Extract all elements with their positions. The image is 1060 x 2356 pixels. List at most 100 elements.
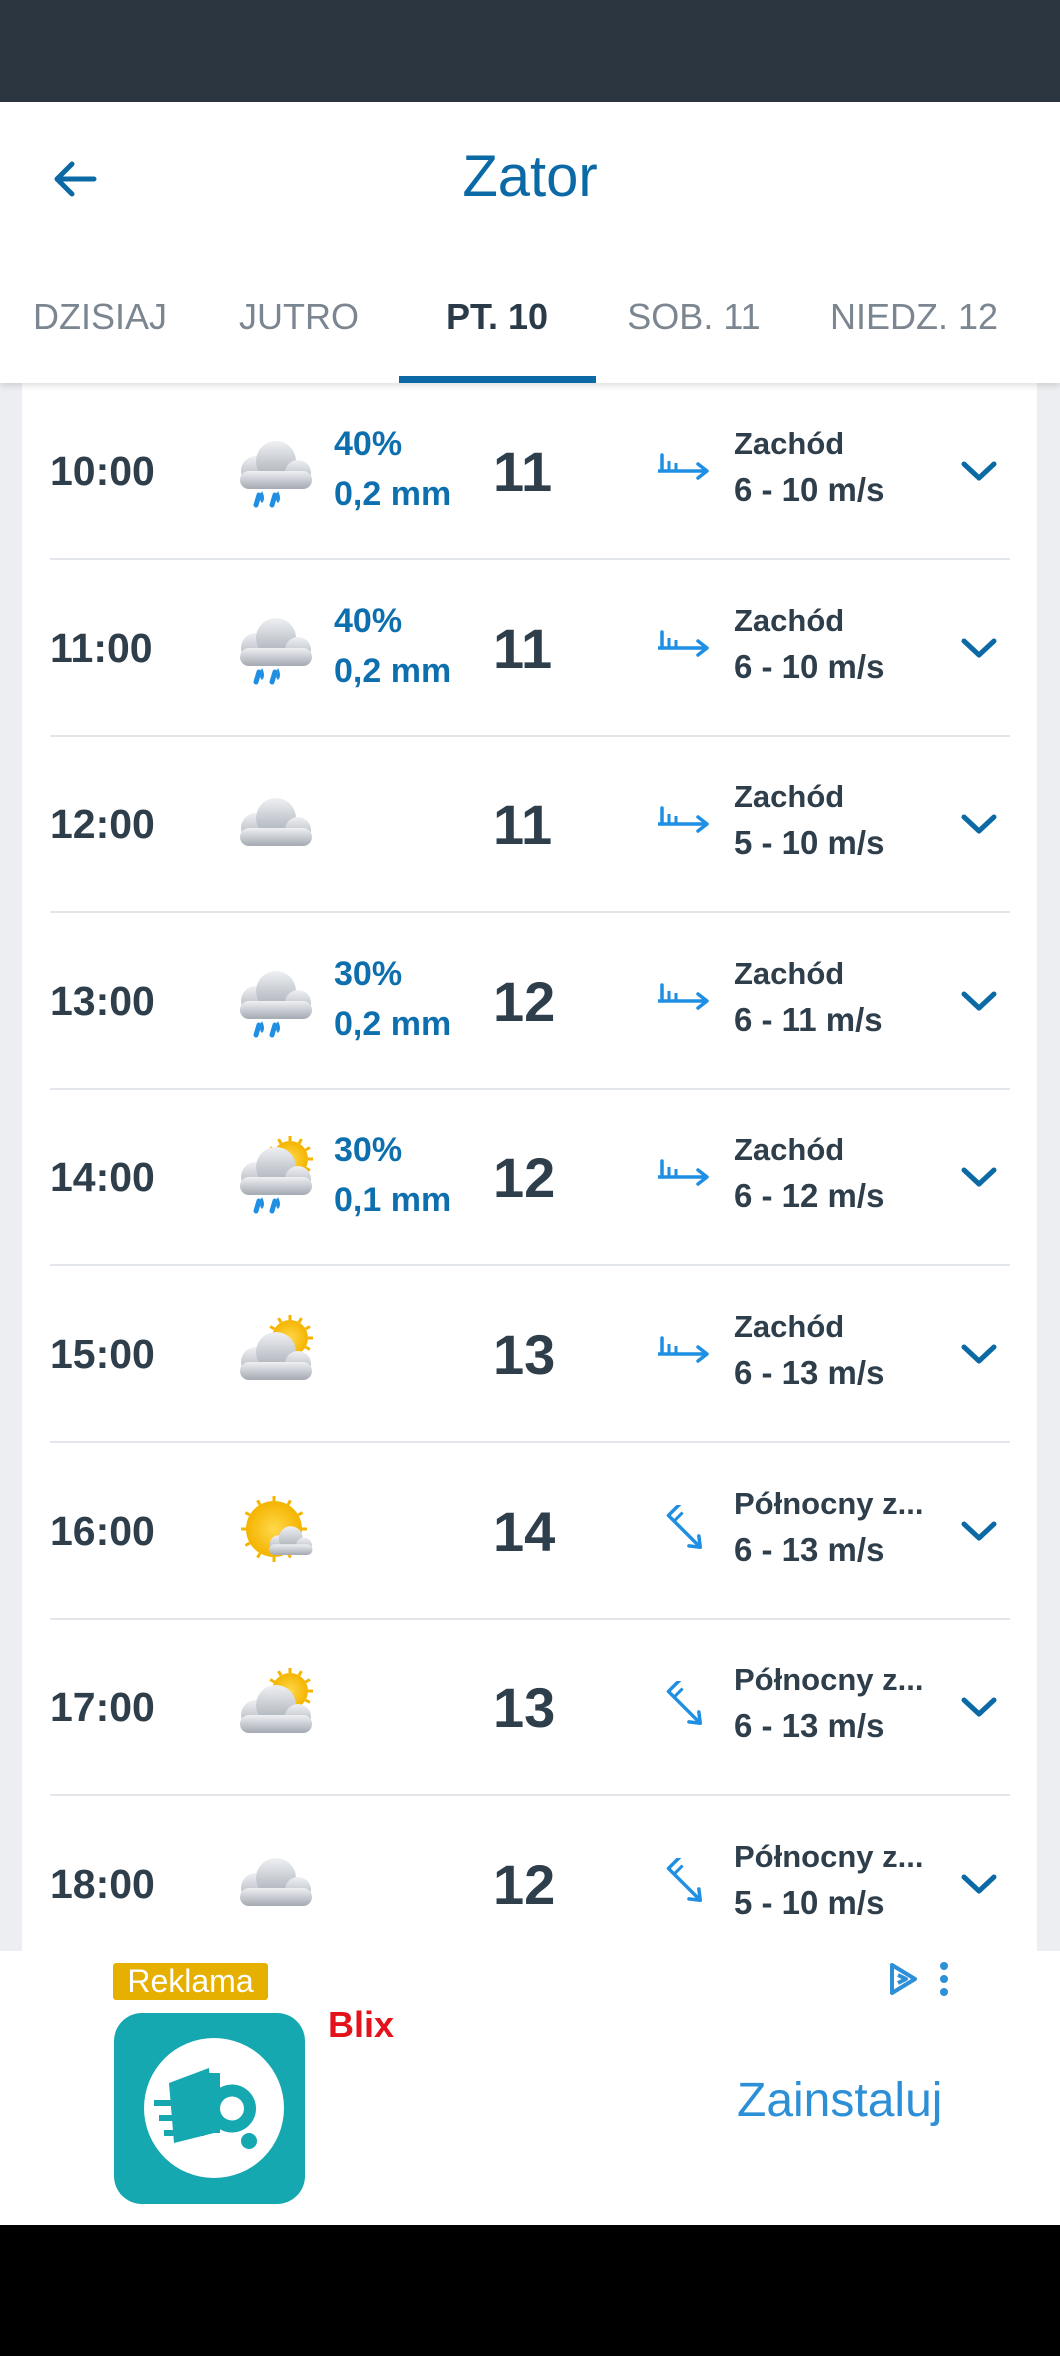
precip-amount: 0,2 mm (334, 475, 452, 513)
hour-row[interactable]: 12:00 11 Zachód 5 - 10 m/s (22, 736, 1037, 914)
precip-chance: 30% (334, 1131, 403, 1170)
tab[interactable]: DZISIAJ (32, 296, 167, 337)
wind-direction: Zachód (734, 426, 845, 461)
weather-icon (240, 441, 312, 508)
expand-chevron[interactable] (959, 1516, 999, 1546)
temperature: 11 (493, 440, 553, 503)
wind-speed: 6 - 13 m/s (734, 1707, 885, 1745)
wind-direction: Północny z... (734, 1838, 924, 1874)
hourly-list: 10:00 40% 0,2 mm 11 Zachód 6 - 10 m/s 11:00 40%… (0, 383, 1060, 1951)
wind-direction: Zachód (734, 1132, 845, 1168)
tab[interactable]: NIEDZ. 12 (829, 296, 999, 337)
active-tab-indicator (399, 376, 596, 383)
expand-chevron[interactable] (959, 456, 999, 486)
temperature: 11 (493, 793, 553, 857)
weather-icon (240, 1668, 313, 1734)
temperature: 11 (493, 616, 553, 680)
temperature: 12 (493, 969, 556, 1033)
install-button[interactable]: Zainstaluj (737, 2074, 943, 2127)
wind-speed: 5 - 10 m/s (734, 824, 885, 862)
wind-arrow (658, 1159, 709, 1187)
hour: 15:00 (50, 1331, 155, 1377)
separator (50, 1441, 1010, 1443)
nav-bar (0, 2225, 1060, 2356)
wind-arrow (658, 983, 709, 1010)
wind-speed: 6 - 10 m/s (734, 647, 885, 685)
hour: 10:00 (50, 448, 155, 494)
weather-icon (240, 1315, 313, 1380)
status-bar (0, 0, 1060, 102)
temperature: 12 (493, 1852, 556, 1916)
ad-banner[interactable]: Reklama Blix Zainstaluj (0, 1951, 1060, 2225)
separator (50, 1794, 1010, 1797)
expand-chevron[interactable] (959, 1869, 999, 1899)
list-card: 10:00 40% 0,2 mm 11 Zachód 6 - 10 m/s 11:00 40%… (22, 383, 1037, 1951)
wind-direction: Zachód (734, 1309, 845, 1344)
tab[interactable]: SOB. 11 (627, 296, 761, 337)
wind-arrow (658, 806, 709, 833)
tab[interactable]: JUTRO (239, 296, 359, 337)
hour: 18:00 (50, 1860, 155, 1907)
precip-chance: 40% (334, 425, 403, 463)
hour: 16:00 (50, 1507, 155, 1554)
hour-row[interactable]: 13:00 30% 0,2 mm 12 Zachód 6 - 11 m/s (22, 913, 1037, 1090)
wind-direction: Północny z... (734, 1485, 924, 1521)
expand-chevron[interactable] (959, 1162, 999, 1192)
app-icon[interactable] (114, 2013, 305, 2204)
precip-amount: 0,1 mm (334, 1181, 452, 1220)
temperature: 13 (493, 1323, 556, 1386)
hour: 17:00 (50, 1684, 155, 1731)
hour-row[interactable]: 17:00 13 Północny z... 6 - 13 m/s (22, 1619, 1037, 1797)
wind-direction: Zachód (734, 955, 845, 991)
precip-amount: 0,2 mm (334, 651, 452, 690)
wind-arrow (666, 1681, 703, 1726)
expand-chevron[interactable] (959, 986, 999, 1016)
weather-icon (240, 970, 312, 1038)
precip-amount: 0,2 mm (334, 1004, 452, 1043)
expand-chevron[interactable] (959, 1692, 999, 1722)
expand-chevron[interactable] (959, 809, 999, 839)
hour: 14:00 (50, 1154, 155, 1201)
header (0, 102, 1060, 383)
separator (50, 1087, 1010, 1090)
app-name: Blix (328, 2004, 395, 2045)
precip-chance: 30% (334, 954, 403, 993)
hour: 13:00 (50, 977, 155, 1024)
wind-arrow (666, 1504, 703, 1549)
hour-row[interactable]: 18:00 12 Północny z... 5 - 10 m/s (22, 1796, 1037, 1951)
separator (50, 1617, 1010, 1620)
tab[interactable]: PT. 10 (445, 296, 549, 337)
hour-row[interactable]: 11:00 40% 0,2 mm 11 Zachód 6 - 10 m/s (22, 560, 1037, 737)
hour-row[interactable]: 10:00 40% 0,2 mm 11 Zachód 6 - 10 m/s (22, 383, 1037, 560)
temperature: 12 (493, 1146, 556, 1210)
hour-row[interactable]: 16:00 14 Północny z... 6 - 13 m/s (22, 1443, 1037, 1620)
wind-arrow (658, 1336, 709, 1363)
ad-menu-icon[interactable] (936, 1961, 952, 1997)
hour-row[interactable]: 14:00 30% 0,1 mm 12 Zachód 6 - 12 m/s (22, 1089, 1037, 1267)
wind-speed: 5 - 10 m/s (734, 1883, 885, 1921)
temperature: 13 (493, 1676, 556, 1740)
wind-speed: 6 - 11 m/s (734, 1000, 883, 1038)
ad-label: Reklama (113, 1963, 268, 2000)
location-title: Zator (462, 144, 598, 209)
precip-chance: 40% (334, 601, 403, 640)
hour-row[interactable]: 15:00 13 Zachód 6 - 13 m/s (22, 1266, 1037, 1443)
separator (50, 734, 1010, 737)
wind-speed: 6 - 10 m/s (734, 471, 885, 508)
expand-chevron[interactable] (959, 1339, 999, 1369)
wind-speed: 6 - 12 m/s (734, 1177, 885, 1215)
weather-icon (240, 1136, 313, 1214)
expand-chevron[interactable] (959, 633, 999, 663)
wind-direction: Zachód (734, 602, 845, 638)
temperature: 14 (493, 1499, 556, 1563)
hour: 12:00 (50, 801, 155, 848)
adchoices-icon[interactable] (887, 1961, 919, 1997)
wind-direction: Zachód (734, 779, 845, 815)
wind-arrow (666, 1857, 703, 1902)
back-button[interactable] (50, 154, 100, 204)
wind-arrow (658, 453, 709, 480)
weather-icon (241, 1495, 313, 1562)
hour: 11:00 (50, 624, 153, 671)
weather-icon (240, 1857, 312, 1906)
